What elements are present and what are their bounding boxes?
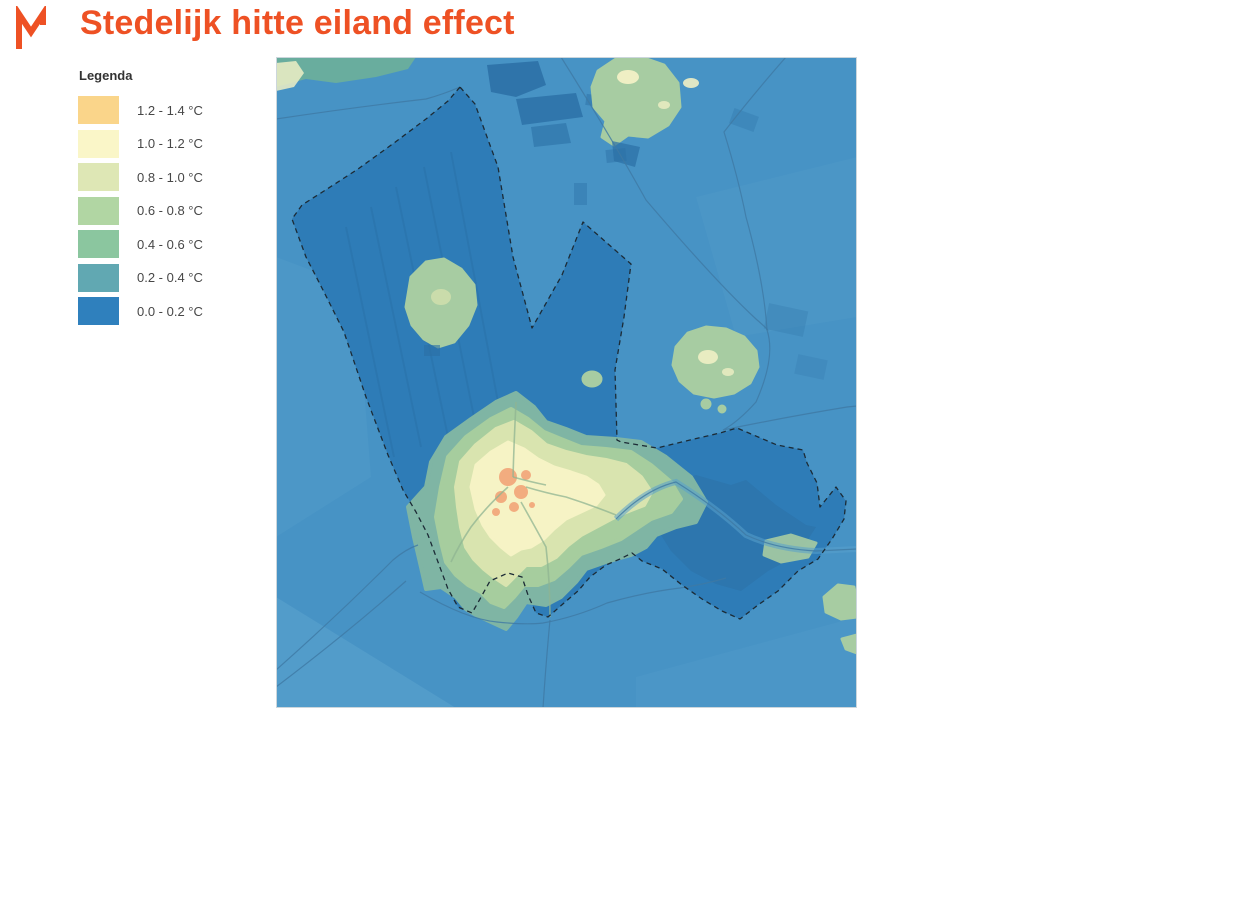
legend-label: 0.0 - 0.2 °C — [137, 303, 203, 319]
heat-map-svg — [276, 57, 857, 708]
legend-label: 0.8 - 1.0 °C — [137, 169, 203, 185]
map-frame — [276, 57, 857, 708]
map-legend: Legenda 1.2 - 1.4 °C 1.0 - 1.2 °C 0.8 - … — [78, 68, 268, 331]
legend-swatch — [78, 129, 119, 158]
legend-swatch — [78, 297, 119, 325]
page-title: Stedelijk hitte eiland effect — [80, 4, 515, 42]
legend-swatch — [78, 230, 119, 258]
legend-item: 0.0 - 0.2 °C — [78, 297, 268, 325]
legend-item: 1.0 - 1.2 °C — [78, 129, 268, 158]
legend-label: 0.6 - 0.8 °C — [137, 203, 203, 218]
legend-item: 0.4 - 0.6 °C — [78, 230, 268, 258]
legend-swatch — [78, 96, 119, 124]
brand-m-logo — [16, 6, 46, 49]
village-midwest — [404, 257, 478, 356]
village-mideast — [581, 325, 760, 414]
heat-island — [406, 391, 708, 631]
legend-label: 1.2 - 1.4 °C — [137, 102, 203, 118]
legend-label: 0.2 - 0.4 °C — [137, 270, 203, 285]
legend-item: 0.2 - 0.4 °C — [78, 263, 268, 292]
northwest-vegetation-strip — [276, 57, 416, 91]
village-northeast — [590, 57, 699, 167]
legend-item: 1.2 - 1.4 °C — [78, 96, 268, 124]
legend-title: Legenda — [79, 68, 133, 83]
legend-swatch — [78, 163, 119, 191]
app-header: Stedelijk hitte eiland effect — [0, 0, 1257, 56]
roads — [276, 57, 857, 708]
legend-swatch — [78, 196, 119, 225]
legend-item: 0.6 - 0.8 °C — [78, 196, 268, 225]
legend-swatch — [78, 263, 119, 292]
heat-map-canvas[interactable] — [276, 57, 857, 708]
vegetation-east-edge — [762, 533, 857, 655]
town-streets — [450, 401, 617, 618]
legend-item: 0.8 - 1.0 °C — [78, 163, 268, 191]
legend-label: 0.4 - 0.6 °C — [137, 236, 203, 252]
legend-label: 1.0 - 1.2 °C — [137, 136, 203, 151]
